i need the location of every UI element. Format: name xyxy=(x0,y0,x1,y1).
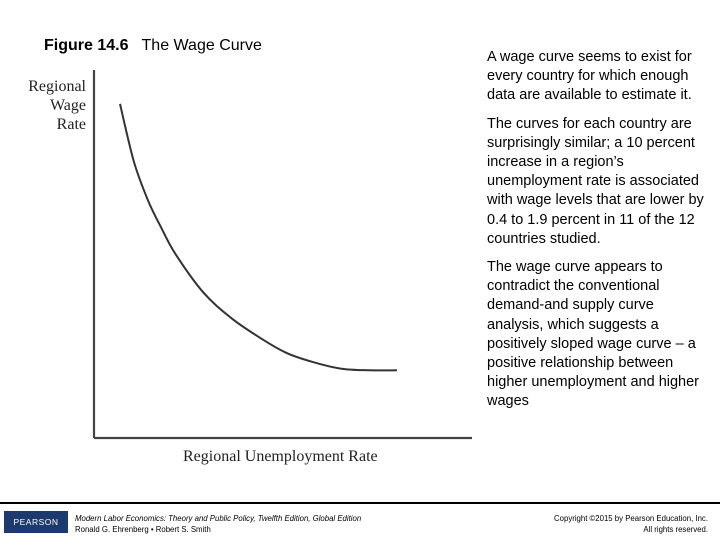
pearson-logo: PEARSON xyxy=(4,511,68,533)
y-axis-label: Regional Wage Rate xyxy=(22,77,86,134)
figure-title: Figure 14.6 The Wage Curve xyxy=(44,37,262,55)
book-authors: Ronald G. Ehrenberg • Robert S. Smith xyxy=(75,525,211,534)
note-paragraph: The wage curve appears to contradict the… xyxy=(487,259,699,410)
footer-divider xyxy=(0,502,720,504)
y-axis-label-line: Wage xyxy=(49,97,86,114)
note-paragraph: The curves for each country are surprisi… xyxy=(487,115,704,247)
figure-number: Figure 14.6 xyxy=(44,37,129,54)
y-axis-label-line: Regional xyxy=(28,78,86,95)
book-title: Modern Labor Economics: Theory and Publi… xyxy=(75,514,362,523)
copyright-line: Copyright ©2015 by Pearson Education, In… xyxy=(554,514,708,523)
book-citation: Modern Labor Economics: Theory and Publi… xyxy=(75,513,361,535)
figure-title-text: The Wage Curve xyxy=(141,37,262,54)
note-paragraph: A wage curve seems to exist for every co… xyxy=(487,49,692,104)
y-axis-label-line: Rate xyxy=(56,116,86,133)
copyright-line: All rights reserved. xyxy=(643,525,708,534)
notes-panel: A wage curve seems to exist for every co… xyxy=(487,48,709,421)
wage-curve-line xyxy=(119,103,398,372)
x-axis-label: Regional Unemployment Rate xyxy=(183,448,378,465)
copyright-notice: Copyright ©2015 by Pearson Education, In… xyxy=(554,513,708,535)
